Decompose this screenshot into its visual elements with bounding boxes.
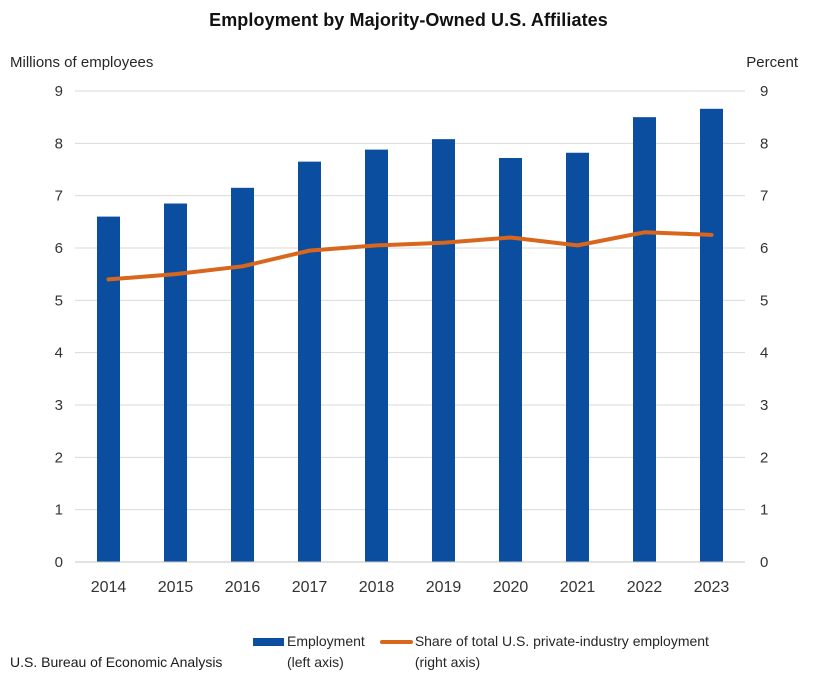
y-tick-label-left-5: 5 (55, 292, 63, 309)
y-tick-label-right-3: 3 (760, 397, 768, 414)
y-tick-label-right-0: 0 (760, 554, 768, 571)
x-tick-label-2014: 2014 (91, 579, 127, 596)
bar-2014 (97, 216, 120, 562)
plot-area: 0 0 1 1 2 2 3 3 4 4 5 5 6 6 7 7 8 8 9 9 2014 2015 2016 2017 2018… (55, 83, 769, 596)
legend-label-employment: Employment (287, 633, 365, 649)
y-tick-label-right-5: 5 (760, 292, 768, 309)
y-tick-label-right-1: 1 (760, 502, 768, 519)
bar-2015 (164, 203, 187, 562)
x-tick-label-2021: 2021 (560, 579, 596, 596)
y-tick-label-left-3: 3 (55, 397, 63, 414)
legend-label-share: Share of total U.S. private-industry emp… (414, 633, 709, 649)
y-tick-label-left-7: 7 (55, 188, 63, 205)
x-tick-label-2022: 2022 (627, 579, 663, 596)
y-tick-label-right-8: 8 (760, 135, 768, 152)
legend-bar-swatch-icon (253, 638, 284, 646)
y-tick-label-right-9: 9 (760, 83, 768, 100)
bar-2022 (633, 117, 656, 563)
x-tick-label-2016: 2016 (225, 579, 261, 596)
y-tick-label-left-0: 0 (55, 554, 63, 571)
y-tick-label-right-2: 2 (760, 449, 768, 466)
bar-2019 (432, 139, 455, 562)
legend-item-employment: Employment (left axis) (253, 631, 365, 673)
bar-2020 (499, 157, 522, 562)
bar-2016 (231, 187, 254, 563)
chart-title: Employment by Majority-Owned U.S. Affili… (209, 10, 608, 30)
x-tick-label-2019: 2019 (426, 579, 462, 596)
y-tick-label-right-4: 4 (760, 345, 768, 362)
y-tick-label-right-7: 7 (760, 188, 768, 205)
y-tick-label-left-9: 9 (55, 83, 63, 100)
y-tick-label-left-1: 1 (55, 502, 63, 519)
x-tick-label-2015: 2015 (158, 579, 194, 596)
y-tick-label-left-4: 4 (55, 345, 63, 362)
x-tick-label-2017: 2017 (292, 579, 328, 596)
bar-2017 (298, 161, 321, 562)
legend-line-swatch-icon (379, 640, 413, 644)
x-tick-label-2018: 2018 (359, 579, 395, 596)
bar-2018 (365, 149, 388, 562)
legend-sublabel-employment: (left axis) (287, 654, 344, 670)
legend: Employment (left axis) Share of total U.… (253, 631, 709, 673)
x-tick-label-2020: 2020 (493, 579, 529, 596)
left-axis-title: Millions of employees (10, 54, 154, 71)
y-tick-label-right-6: 6 (760, 240, 768, 257)
y-tick-label-left-2: 2 (55, 449, 63, 466)
trend-line (106, 230, 714, 282)
right-axis-title: Percent (746, 54, 798, 71)
bar-2023 (700, 108, 723, 562)
y-tick-label-left-8: 8 (55, 135, 63, 152)
x-tick-label-2023: 2023 (694, 579, 730, 596)
bar-2021 (566, 152, 589, 562)
legend-item-share: Share of total U.S. private-industry emp… (379, 631, 709, 673)
source-note: U.S. Bureau of Economic Analysis (10, 654, 223, 670)
y-tick-label-left-6: 6 (55, 240, 63, 257)
legend-sublabel-share: (right axis) (414, 654, 481, 670)
